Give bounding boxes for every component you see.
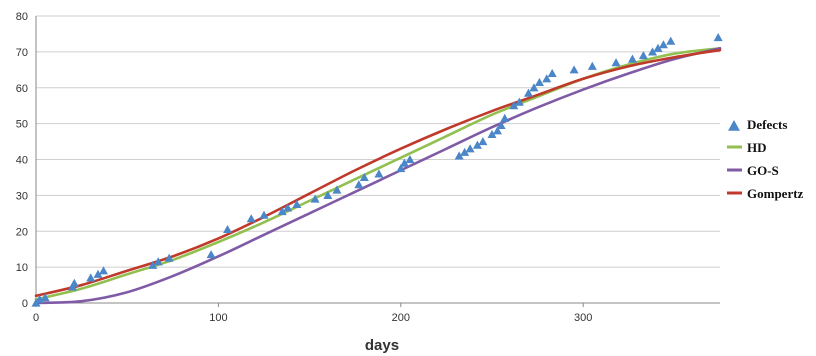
defect-point — [283, 203, 293, 212]
y-axis-ticks: 0 10 20 30 40 50 60 70 80 — [16, 11, 28, 310]
legend-label-hd: HD — [747, 140, 767, 155]
axes — [35, 16, 720, 304]
y-tick-label: 40 — [16, 155, 28, 167]
defect-point — [523, 88, 533, 97]
defect-point — [547, 68, 557, 77]
defect-point — [529, 83, 539, 92]
defect-point — [323, 190, 333, 199]
legend-item-gompertz: Gompertz — [727, 186, 804, 201]
defect-point — [492, 126, 502, 135]
legend-label-gompertz: Gompertz — [747, 186, 804, 201]
defect-point — [405, 155, 415, 164]
x-tick-label: 0 — [33, 312, 39, 324]
x-axis-ticks: 0 100 200 300 — [33, 303, 592, 324]
defect-point — [460, 147, 470, 156]
defect-point — [153, 257, 163, 266]
defect-point — [627, 54, 637, 63]
defect-point — [86, 273, 96, 282]
plot-area: 0 10 20 30 40 50 60 70 80 0 100 200 300 — [16, 11, 723, 324]
defect-point — [500, 113, 510, 122]
y-tick-label: 70 — [16, 47, 28, 59]
y-tick-label: 80 — [16, 11, 28, 23]
defect-point — [98, 266, 108, 275]
legend-label-go-s: GO-S — [747, 163, 779, 178]
defect-point — [472, 140, 482, 149]
defect-markers — [31, 33, 723, 307]
defect-point — [487, 129, 497, 138]
defect-point — [396, 163, 406, 173]
defect-point — [478, 137, 488, 146]
defect-point — [514, 97, 524, 106]
defect-point — [277, 207, 287, 216]
legend-item-defects: Defects — [728, 117, 787, 132]
legend-item-go-s: GO-S — [727, 163, 779, 178]
y-tick-label: 30 — [16, 190, 28, 202]
x-tick-label: 100 — [209, 312, 227, 324]
defect-point — [359, 172, 369, 182]
defect-point — [496, 120, 506, 130]
defect-point — [148, 260, 158, 269]
y-tick-label: 60 — [16, 83, 28, 95]
y-tick-label: 0 — [22, 298, 28, 310]
x-tick-label: 300 — [574, 312, 592, 324]
legend: Defects HD GO-S Gompertz — [727, 117, 804, 201]
legend-item-hd: HD — [727, 140, 767, 155]
legend-label-defects: Defects — [747, 117, 787, 132]
defect-point — [310, 194, 320, 203]
defect-point — [292, 199, 302, 208]
defect-point — [93, 269, 103, 278]
defect-point — [534, 77, 544, 86]
defect-point — [666, 36, 676, 45]
defect-point — [454, 151, 464, 160]
defect-point — [259, 210, 269, 219]
defect-point — [40, 293, 50, 302]
defect-point — [653, 43, 663, 52]
defect-point — [569, 65, 579, 74]
y-tick-label: 20 — [16, 226, 28, 238]
legend-swatch-defects — [728, 120, 740, 131]
defect-point — [69, 278, 79, 287]
series-line-go-s — [34, 46, 722, 305]
defect-point — [658, 40, 668, 49]
x-axis-label: days — [365, 337, 399, 354]
defect-point — [465, 144, 475, 153]
defect-point — [223, 224, 233, 234]
defect-point — [587, 61, 597, 70]
defect-point — [542, 74, 552, 83]
defect-point — [332, 185, 342, 194]
defect-point — [354, 180, 364, 189]
series-line-gompertz — [34, 48, 722, 298]
defect-point — [509, 101, 519, 110]
defect-point — [246, 214, 256, 223]
defect-point — [164, 253, 174, 262]
x-tick-label: 200 — [392, 312, 410, 324]
y-tick-label: 50 — [16, 119, 28, 131]
defect-point — [648, 47, 658, 56]
defect-point — [399, 158, 409, 167]
defect-point — [374, 169, 384, 178]
defect-point — [638, 50, 648, 60]
defect-point — [206, 250, 216, 259]
defect-point — [611, 58, 621, 67]
defect-point — [713, 33, 723, 42]
y-tick-label: 10 — [16, 262, 28, 274]
